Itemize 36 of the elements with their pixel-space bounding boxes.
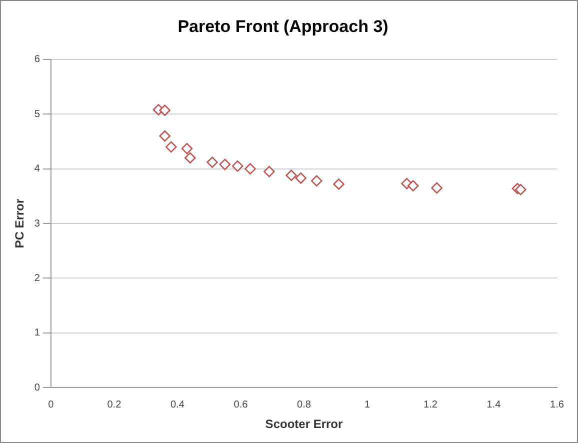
point	[206, 156, 218, 168]
x-tick-label: 1.2	[424, 399, 438, 410]
point	[184, 152, 196, 164]
y-tick-label: 1	[34, 328, 40, 339]
x-tick-label: 0.4	[170, 399, 185, 410]
x-tick-label: 0.6	[234, 399, 248, 410]
point	[407, 180, 419, 192]
x-tick-label: 1.6	[550, 399, 564, 410]
y-tick-label: 5	[34, 108, 40, 120]
y-tick-label: 3	[34, 218, 40, 230]
x-tick-label: 1	[364, 399, 370, 410]
point	[514, 184, 526, 196]
point	[333, 178, 344, 190]
point	[232, 160, 244, 172]
point	[219, 158, 231, 170]
y-tick-label: 0	[34, 382, 40, 394]
point	[159, 130, 170, 142]
point	[286, 170, 297, 182]
y-tick-label: 6	[34, 54, 40, 66]
point	[159, 104, 170, 116]
chart-title: Pareto Front (Approach 3)	[178, 16, 388, 36]
point	[295, 172, 306, 184]
x-tick-label: 0.2	[107, 399, 122, 410]
point	[244, 163, 256, 174]
point	[181, 142, 193, 154]
x-axis-title: Scooter Error	[265, 417, 343, 432]
y-tick-label: 4	[34, 164, 40, 175]
x-tick-label: 1.4	[486, 399, 502, 410]
point	[431, 182, 442, 194]
point	[264, 166, 275, 178]
x-tick-label: 0	[48, 399, 54, 410]
y-tick-label: 2	[34, 272, 40, 284]
point	[165, 141, 177, 153]
point	[310, 175, 322, 186]
x-tick-label: 0.8	[297, 399, 312, 410]
y-axis-title: PC Error	[12, 198, 27, 248]
